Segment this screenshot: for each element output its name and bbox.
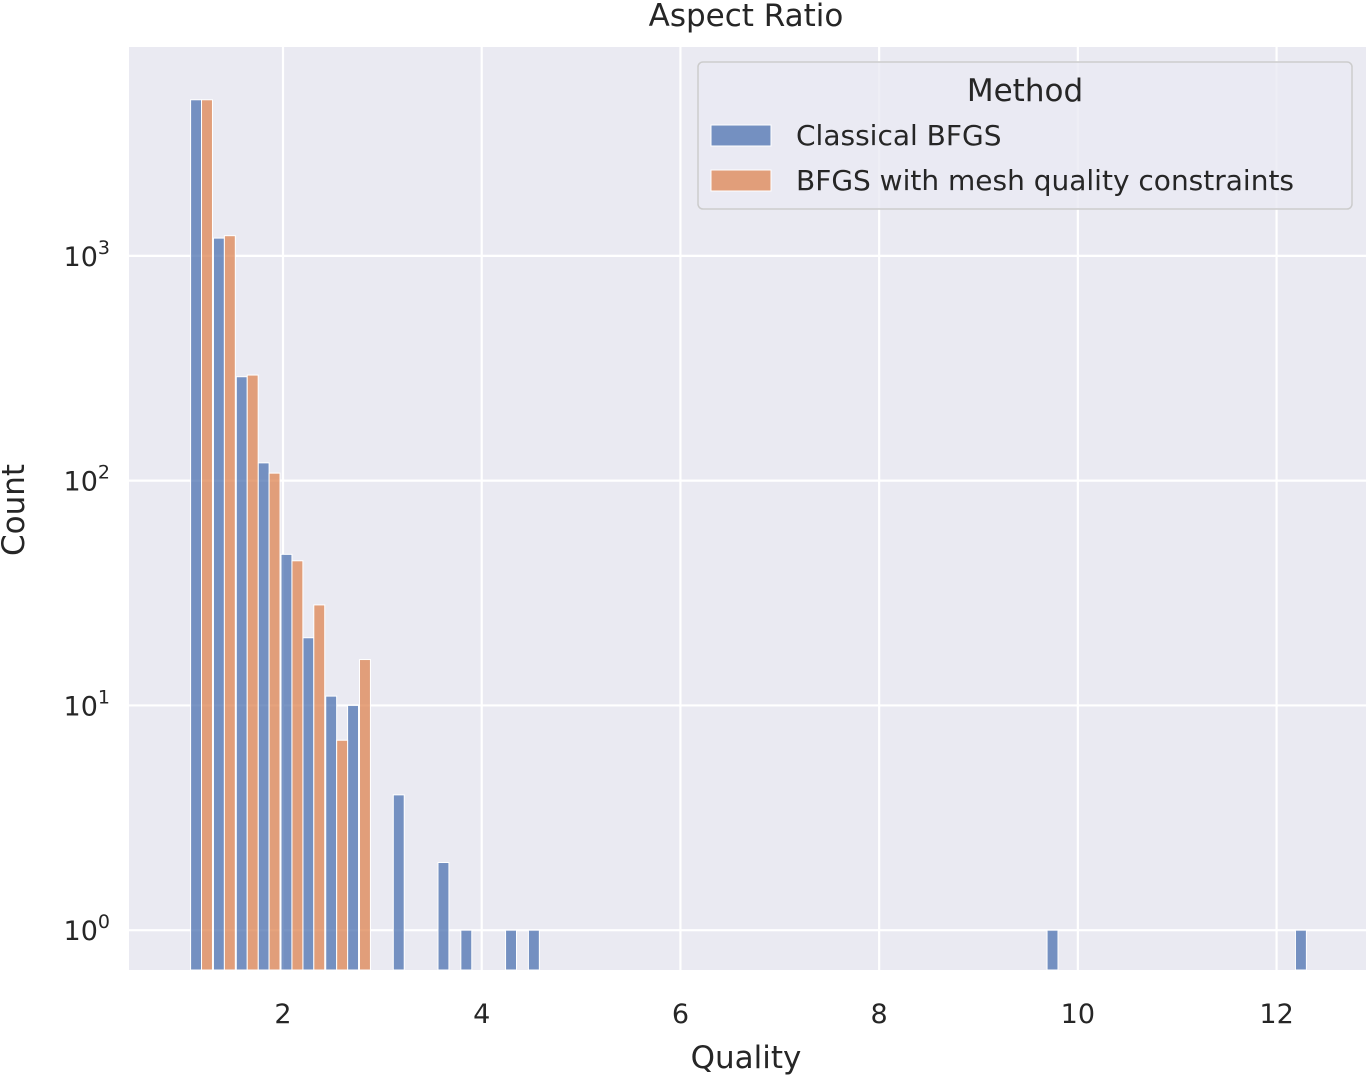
bar-bfgs-mesh-quality (336, 739, 349, 971)
legend-box (697, 61, 1353, 210)
x-tick-label: 2 (274, 999, 291, 1030)
legend-title: Method (967, 73, 1083, 109)
bar-classical-bfgs (527, 929, 540, 971)
x-tick-label: 8 (871, 999, 888, 1030)
y-tick-label: 102 (64, 462, 110, 498)
bar-classical-bfgs (505, 929, 517, 971)
y-tick-label: 100 (64, 911, 110, 947)
x-tick-label: 4 (473, 999, 490, 1030)
x-axis-label: Quality (691, 1040, 802, 1076)
legend-swatch-bfgs-mesh-quality (710, 169, 772, 192)
y-axis-ticks: 100 101 102 103 (64, 237, 110, 947)
y-tick-label: 101 (64, 686, 110, 722)
bar-classical-bfgs (347, 704, 360, 971)
bar-bfgs-mesh-quality (201, 99, 213, 971)
bar-classical-bfgs (460, 929, 473, 971)
bar-classical-bfgs (235, 376, 248, 971)
bar-bfgs-mesh-quality (268, 472, 281, 971)
legend-swatch-classical-bfgs (710, 124, 772, 147)
bar-bfgs-mesh-quality (291, 560, 304, 971)
x-tick-label: 10 (1061, 999, 1095, 1030)
bar-classical-bfgs (257, 462, 270, 971)
chart-title: Aspect Ratio (649, 0, 844, 34)
y-axis-label: Count (0, 464, 32, 556)
x-axis-ticks: 2 4 6 8 10 12 (274, 999, 1293, 1030)
legend-entry-classical-bfgs: Classical BFGS (796, 119, 1001, 152)
legend: Method Classical BFGS BFGS with mesh qua… (697, 61, 1353, 210)
bar-classical-bfgs (1294, 929, 1307, 971)
bar-classical-bfgs (437, 862, 450, 971)
bar-classical-bfgs (1046, 929, 1059, 971)
bar-classical-bfgs (190, 99, 203, 971)
bar-classical-bfgs (325, 695, 338, 971)
bar-bfgs-mesh-quality (359, 659, 371, 971)
legend-entry-bfgs-mesh-quality: BFGS with mesh quality constraints (796, 164, 1294, 197)
x-tick-label: 12 (1259, 999, 1293, 1030)
histogram-bars (190, 99, 1307, 971)
y-tick-label: 103 (64, 237, 110, 273)
bar-classical-bfgs (392, 794, 405, 971)
bar-bfgs-mesh-quality (313, 604, 326, 971)
bar-bfgs-mesh-quality (246, 374, 259, 971)
x-tick-label: 6 (672, 999, 689, 1030)
bar-bfgs-mesh-quality (223, 235, 236, 971)
bar-classical-bfgs (280, 553, 293, 971)
bar-classical-bfgs (212, 237, 225, 971)
bar-classical-bfgs (302, 637, 315, 971)
